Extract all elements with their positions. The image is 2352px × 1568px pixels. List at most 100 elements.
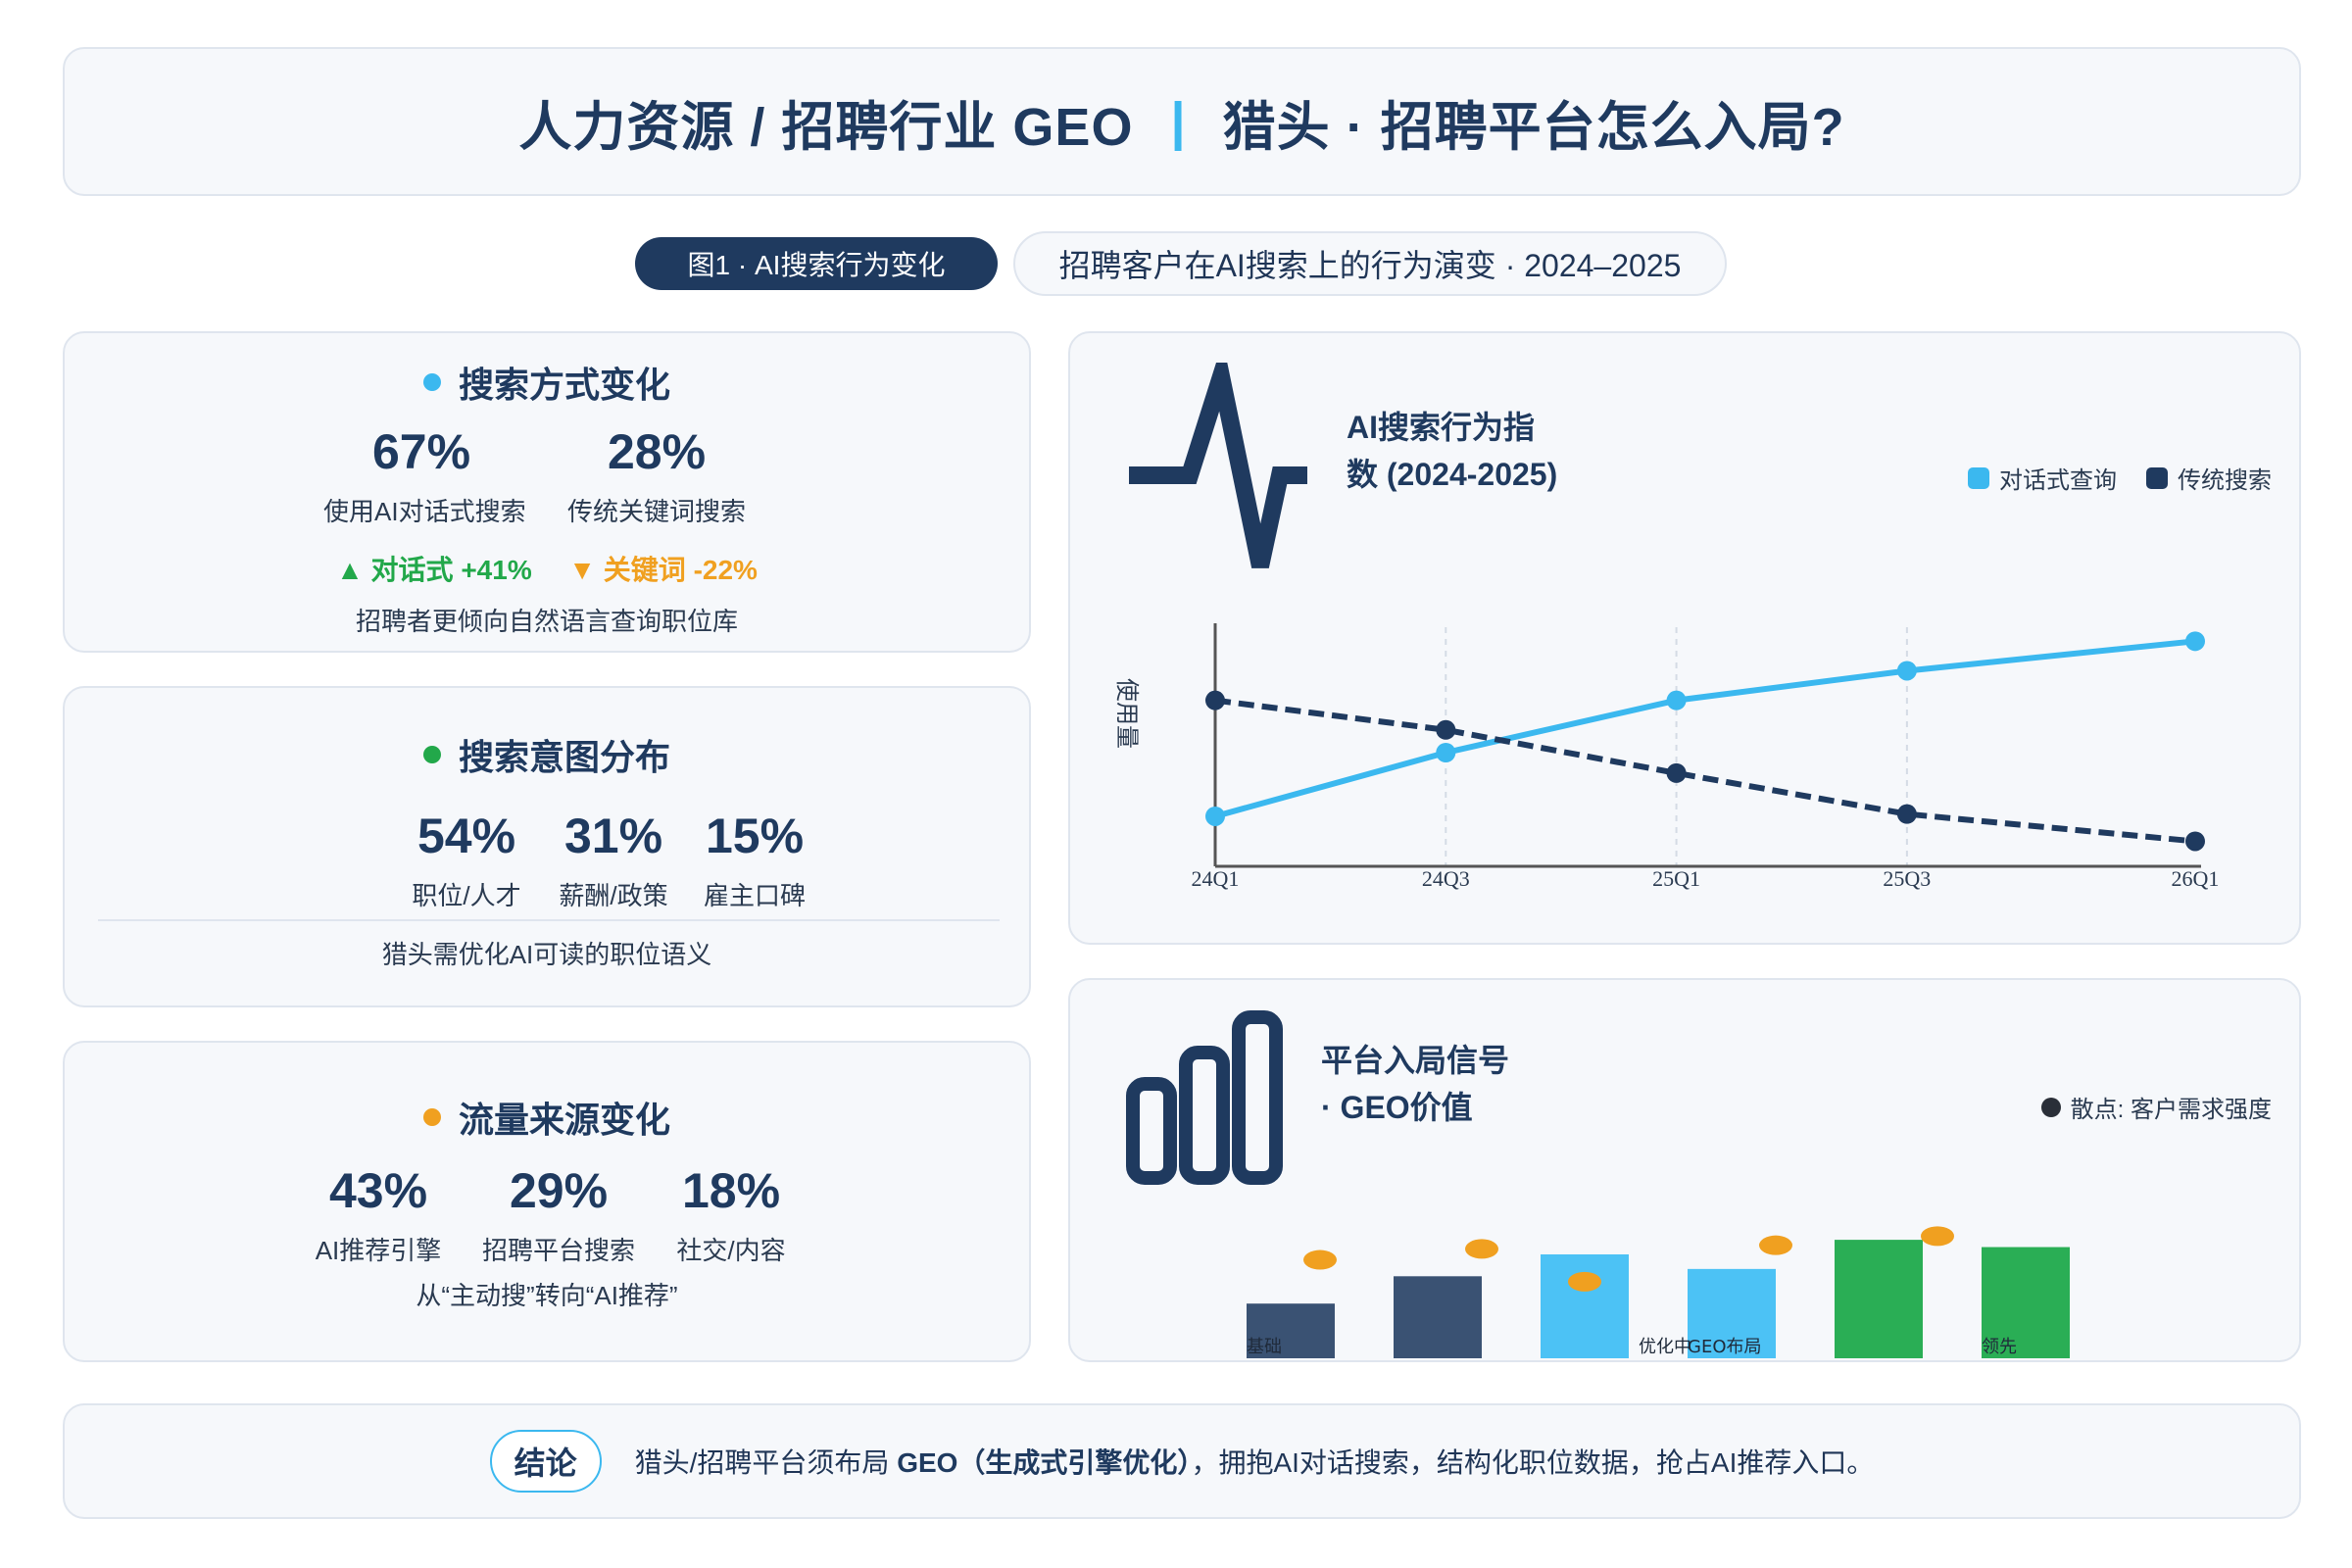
- stat-value: 67%: [371, 424, 471, 479]
- stat-value: 54%: [416, 808, 516, 863]
- scatter-point: [1303, 1250, 1337, 1270]
- conclusion-badge: 结论: [489, 1430, 602, 1493]
- conclusion-text-a: 猎头/招聘平台须布局: [634, 1447, 898, 1478]
- orange-dot-icon: [422, 1108, 441, 1126]
- intent-note: 猎头需优化AI可读的职位语义: [381, 940, 712, 969]
- legend-swatch-conversational: [1968, 466, 1989, 489]
- bar: [1541, 1253, 1629, 1358]
- line-chart-card: AI搜索行为指数 (2024-2025) 对话式查询 传统搜索 使用量 24Q1 2…: [1068, 331, 2301, 945]
- data-point: [1436, 743, 1456, 762]
- intent-card: 搜索意图分布 54% 职位/人才 31% 薪酬/政策 15% 雇主口碑 猎头需优…: [63, 686, 1031, 1007]
- scatter-point: [1759, 1235, 1792, 1255]
- x-tick-label: 24Q1: [1192, 866, 1240, 891]
- title-separator: |: [1170, 92, 1186, 151]
- page-title-left: 人力资源 / 招聘行业 GEO: [518, 97, 1134, 157]
- change-row: ▲ 对话式 +41% ▼ 关键词 -22%: [65, 549, 1029, 588]
- stat-label: 使用AI对话式搜索: [323, 497, 526, 526]
- stat-value: 43%: [328, 1163, 428, 1218]
- bar-chart-legend: 散点: 客户需求强度: [2040, 1090, 2272, 1124]
- stat-value: 18%: [681, 1163, 781, 1218]
- stat-label: AI推荐引擎: [315, 1236, 442, 1265]
- x-tick-label: 26Q1: [2172, 866, 2220, 891]
- blue-dot-icon: [422, 373, 441, 391]
- stat-keyword: 28% 传统关键词搜索: [539, 427, 774, 528]
- data-point: [2185, 631, 2205, 652]
- bar: [1394, 1276, 1482, 1358]
- divider: [98, 919, 1000, 921]
- data-point: [1666, 762, 1687, 783]
- figure-pill: 图1 · AI搜索行为变化: [635, 237, 998, 290]
- scatter-legend-dot-icon: [2040, 1097, 2061, 1117]
- data-point: [1896, 661, 1917, 681]
- green-dot-icon: [422, 746, 441, 763]
- stat-label: 雇主口碑: [703, 881, 806, 910]
- series-line-traditional: [1214, 697, 2196, 845]
- stat-label: 传统关键词搜索: [566, 497, 746, 526]
- subtitle-pill: 招聘客户在AI搜索上的行为演变 · 2024–2025: [1013, 231, 1727, 296]
- traffic-title: 流量来源变化: [65, 1092, 1029, 1143]
- bar-chart-icon: [1126, 1010, 1283, 1185]
- pulse-icon: [1129, 363, 1307, 568]
- legend-label-conversational: 对话式查询: [1999, 467, 2117, 494]
- page-title-right: 猎头 · 招聘平台怎么入局?: [1222, 97, 1845, 157]
- search-mode-card: 搜索方式变化 67% 使用AI对话式搜索 28% 传统关键词搜索 ▲ 对话式 +…: [63, 331, 1031, 653]
- data-point: [1436, 719, 1456, 740]
- stat-value: 15%: [705, 808, 805, 863]
- conclusion-card: 结论 猎头/招聘平台须布局 GEO（生成式引擎优化），拥抱AI对话搜索，结构化职…: [63, 1403, 2301, 1519]
- scatter-point: [1465, 1239, 1498, 1259]
- bar-chart-card: 平台入局信号 · GEO价值 散点: 客户需求强度 基础 优化中 GEO布局 领先: [1068, 978, 2301, 1362]
- traffic-card: 流量来源变化 43% AI推荐引擎 29% 招聘平台搜索 18% 社交/内容 从…: [63, 1041, 1031, 1362]
- bar-chart-title: 平台入局信号 · GEO价值: [1321, 1043, 1510, 1125]
- stat-intent-jobs: 54% 职位/人才: [388, 811, 545, 912]
- stat-traffic-social: 18% 社交/内容: [653, 1166, 809, 1267]
- search-mode-title-text: 搜索方式变化: [458, 365, 670, 405]
- intent-title-text: 搜索意图分布: [458, 737, 670, 777]
- trend-down: ▼ 关键词 -22%: [568, 555, 758, 585]
- y-axis-label: 使用量: [1113, 678, 1140, 749]
- stat-conversational: 67% 使用AI对话式搜索: [323, 424, 526, 528]
- bar: [1247, 1303, 1335, 1358]
- x-tick-label: 24Q3: [1422, 866, 1470, 891]
- stat-intent-employer: 15% 雇主口碑: [676, 811, 833, 912]
- stat-value: 29%: [509, 1163, 609, 1218]
- intent-title: 搜索意图分布: [65, 729, 1029, 780]
- bar: [1688, 1268, 1776, 1358]
- stat-traffic-ai: 43% AI推荐引擎: [290, 1166, 466, 1267]
- conclusion-text: 猎头/招聘平台须布局 GEO（生成式引擎优化），拥抱AI对话搜索，结构化职位数据…: [635, 1442, 1875, 1481]
- search-mode-title: 搜索方式变化: [65, 357, 1029, 408]
- stat-label: 薪酬/政策: [559, 881, 668, 910]
- stat-intent-salary: 31% 薪酬/政策: [535, 811, 692, 912]
- stat-label: 社交/内容: [676, 1236, 786, 1265]
- data-point: [1205, 690, 1225, 710]
- data-point: [1205, 806, 1225, 826]
- legend-label-traditional: 传统搜索: [2178, 467, 2272, 494]
- bar-label: 领先: [1982, 1337, 2017, 1357]
- bar: [1982, 1247, 2070, 1358]
- traffic-title-text: 流量来源变化: [458, 1100, 670, 1140]
- search-mode-note: 招聘者更倾向自然语言查询职位库: [355, 607, 738, 636]
- line-chart-plot: 使用量 24Q1 24Q3 25Q1 25Q3 26Q1: [1113, 623, 2220, 891]
- x-tick-label: 25Q3: [1883, 866, 1931, 891]
- data-point: [1896, 804, 1917, 824]
- traffic-note: 从“主动搜”转向“AI推荐”: [416, 1281, 678, 1310]
- line-chart-title: AI搜索行为指数 (2024-2025): [1347, 410, 1558, 492]
- bar: [1835, 1240, 1923, 1358]
- trend-up: ▲ 对话式 +41%: [336, 555, 532, 585]
- scatter-point: [1568, 1271, 1601, 1292]
- series-line-conversational: [1214, 638, 2196, 819]
- stat-label: 招聘平台搜索: [481, 1236, 635, 1265]
- stat-value: 28%: [607, 424, 707, 479]
- stat-label: 职位/人才: [412, 881, 521, 910]
- data-point: [2185, 831, 2205, 852]
- bar-label: 优化中: [1639, 1337, 1691, 1357]
- conclusion-text-c: ，拥抱AI对话搜索，结构化职位数据，抢占AI推荐入口。: [1191, 1447, 1875, 1478]
- conclusion-text-bold: GEO（生成式引擎优化）: [897, 1447, 1192, 1478]
- scatter-legend-label: 散点: 客户需求强度: [2070, 1097, 2272, 1123]
- legend-swatch-traditional: [2146, 466, 2168, 489]
- line-chart-legend: 对话式查询 传统搜索: [1968, 461, 2272, 495]
- x-tick-label: 25Q1: [1652, 866, 1700, 891]
- header-card: 人力资源 / 招聘行业 GEO | 猎头 · 招聘平台怎么入局?: [63, 47, 2301, 196]
- bar-label: GEO布局: [1688, 1337, 1762, 1357]
- bar-label: 基础: [1247, 1337, 1282, 1357]
